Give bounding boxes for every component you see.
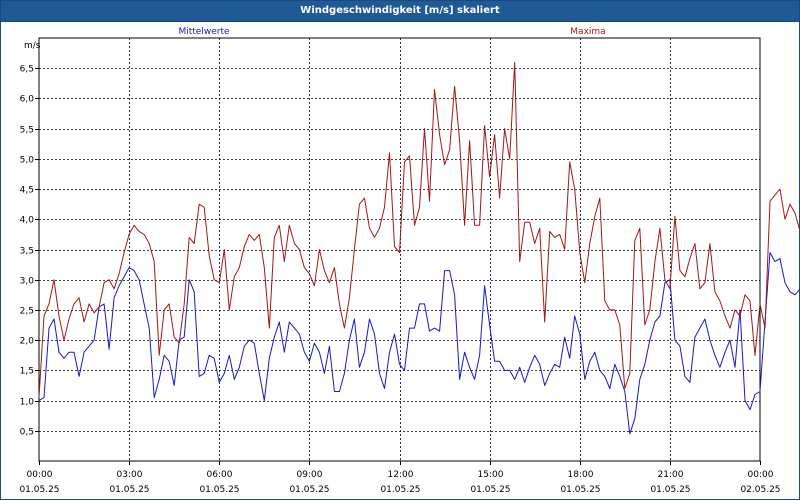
x-tick-time: 09:00 (297, 470, 323, 480)
y-tick-label: 1,5 (20, 367, 34, 377)
y-axis-unit: m/s (24, 41, 41, 51)
x-tick-time: 15:00 (478, 470, 504, 480)
series-label-maxima: Maxima (570, 27, 605, 37)
x-tick-time: 00:00 (27, 470, 53, 480)
y-tick-label: 4,0 (20, 216, 35, 226)
window-title: Windgeschwindigkeit [m/s] skaliert (300, 5, 500, 16)
series-label-mittelwerte: Mittelwerte (178, 27, 229, 37)
y-tick-label: 5,0 (20, 156, 35, 166)
x-tick-date: 01.05.25 (289, 485, 329, 495)
x-tick-date: 01.05.25 (470, 485, 510, 495)
x-tick-time: 12:00 (388, 470, 414, 480)
y-tick-label: 5,5 (20, 126, 34, 136)
x-tick-time: 03:00 (117, 470, 143, 480)
x-tick-date: 01.05.25 (199, 485, 239, 495)
series-line-mittelwerte (38, 252, 800, 435)
y-tick-label: 3,5 (20, 247, 34, 257)
x-tick-date: 01.05.25 (650, 485, 690, 495)
y-tick-label: 3,0 (20, 277, 35, 287)
x-tick-date: 02.05.25 (740, 485, 780, 495)
y-tick-label: 6,0 (20, 95, 35, 105)
title-bar: Windgeschwindigkeit [m/s] skaliert (1, 1, 799, 22)
y-tick-label: 4,5 (20, 186, 34, 196)
x-tick-date: 01.05.25 (560, 485, 600, 495)
x-tick-time: 18:00 (568, 470, 594, 480)
x-tick-time: 00:00 (748, 470, 774, 480)
series-line-maxima (38, 61, 800, 398)
x-tick-time: 21:00 (658, 470, 684, 480)
y-tick-label: 0,5 (20, 428, 34, 438)
x-tick-date: 01.05.25 (380, 485, 420, 495)
series-lines (38, 61, 800, 435)
y-tick-label: 2,0 (20, 337, 35, 347)
x-tick-date: 01.05.25 (109, 485, 149, 495)
x-tick-time: 06:00 (207, 470, 233, 480)
y-tick-label: 1,0 (20, 398, 35, 408)
y-tick-label: 2,5 (20, 307, 34, 317)
y-axis: 0,5 1,0 1,5 2,0 2,5 3,0 3,5 4,0 4,5 5,0 5,5 6,0 6,5 (20, 65, 39, 438)
y-tick-label: 6,5 (20, 65, 34, 75)
x-tick-date: 01.05.25 (19, 485, 59, 495)
x-axis: 00:00 01.05.25 03:00 01.05.25 06:00 01.05.25 0… (19, 461, 781, 495)
